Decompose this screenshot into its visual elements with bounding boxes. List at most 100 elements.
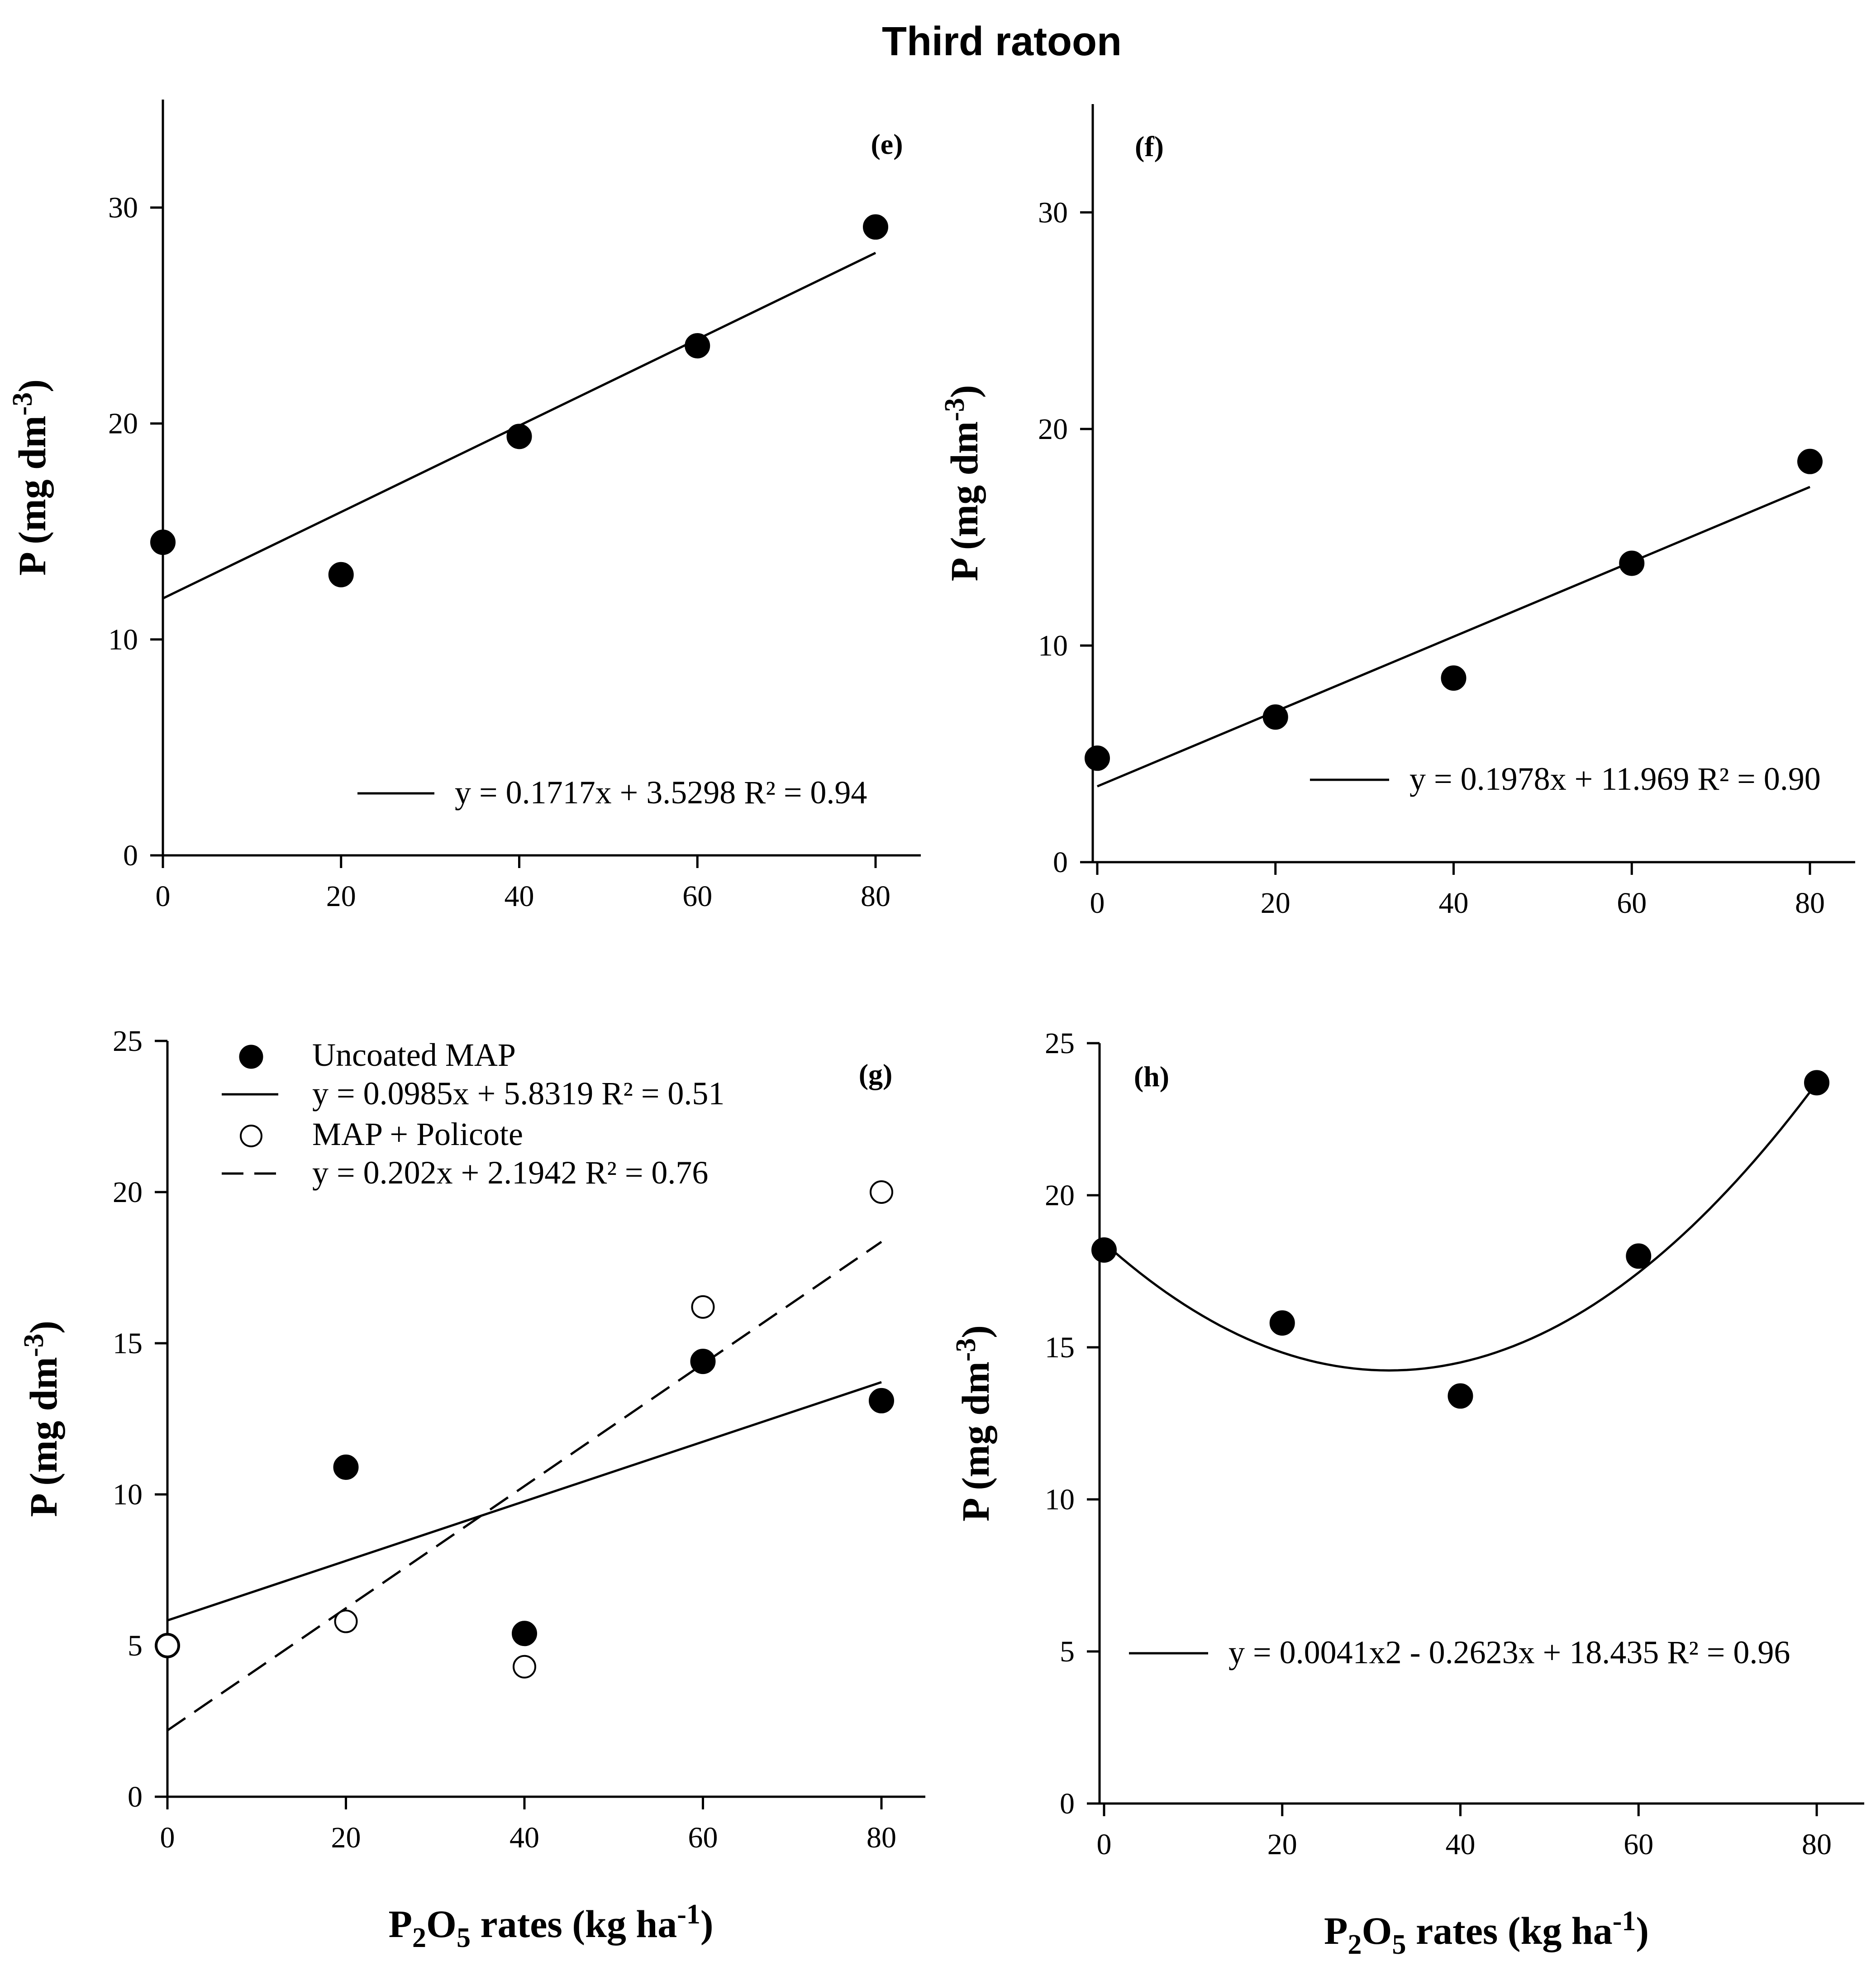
x-tick-label: 20 bbox=[331, 1821, 361, 1854]
x-axis-label-sub: 5 bbox=[457, 1923, 471, 1953]
filled-point-h bbox=[1804, 1070, 1829, 1096]
x-tick-label: 0 bbox=[160, 1821, 175, 1854]
x-tick-label: 40 bbox=[1439, 887, 1469, 920]
panel-e: 0 10 20 30 0 20 40 60 80 (e) P (mg dm-3) y = 0.1717… bbox=[7, 100, 921, 913]
filled-point-e bbox=[328, 562, 354, 587]
x-tick-label: 60 bbox=[1624, 1828, 1653, 1861]
y-tick-label: 0 bbox=[128, 1780, 143, 1813]
filled-point-f bbox=[1619, 550, 1645, 576]
x-tick-label: 40 bbox=[509, 1821, 539, 1854]
y-axis-label-sup: -3 bbox=[939, 398, 970, 421]
figure-title: Third ratoon bbox=[882, 19, 1122, 64]
filled-point-h bbox=[1626, 1243, 1652, 1269]
x-tick-label: 60 bbox=[688, 1821, 718, 1854]
y-tick-label: 5 bbox=[128, 1629, 143, 1662]
y-tick-label: 15 bbox=[1045, 1331, 1075, 1364]
x-tick-label: 80 bbox=[867, 1821, 896, 1854]
y-tick-label: 10 bbox=[1038, 629, 1068, 662]
legend-label-uncoated: Uncoated MAP bbox=[312, 1037, 516, 1073]
filled-point-h bbox=[1447, 1383, 1473, 1409]
filled-point-e bbox=[863, 214, 888, 240]
filled-point-g bbox=[512, 1621, 537, 1646]
filled-point-e bbox=[506, 424, 532, 449]
y-axis-label: P (mg dm-3) bbox=[19, 1321, 65, 1517]
panel-label: (g) bbox=[859, 1058, 893, 1090]
filled-point-g bbox=[869, 1388, 894, 1413]
filled-point-f bbox=[1262, 704, 1288, 730]
filled-point-f bbox=[1085, 745, 1110, 771]
x-tick-label: 80 bbox=[1795, 887, 1825, 920]
filled-point-h bbox=[1091, 1237, 1117, 1263]
x-axis-label: P2O5 rates (kg ha-1) bbox=[389, 1899, 714, 1953]
x-axis-label-sub: 2 bbox=[412, 1923, 426, 1953]
x-axis-label-part: O bbox=[426, 1902, 457, 1946]
y-tick-label: 30 bbox=[108, 191, 138, 224]
filled-point-g bbox=[333, 1454, 359, 1480]
y-tick-label: 20 bbox=[1045, 1179, 1075, 1212]
filled-point-e bbox=[685, 333, 710, 358]
legend-equation-f: y = 0.1978x + 11.969 R² = 0.90 bbox=[1409, 761, 1821, 797]
y-axis-label-close: ) bbox=[10, 379, 54, 392]
legend-equation-h: y = 0.0041x2 - 0.2623x + 18.435 R² = 0.9… bbox=[1228, 1634, 1790, 1670]
legend-marker-uncoated bbox=[239, 1045, 263, 1069]
legend-equation-policote: y = 0.202x + 2.1942 R² = 0.76 bbox=[312, 1155, 708, 1191]
legend-label-policote: MAP + Policote bbox=[312, 1116, 523, 1152]
open-point-g bbox=[870, 1180, 893, 1204]
x-axis-label-sup: -1 bbox=[677, 1899, 700, 1930]
x-axis-label-part: rates (kg ha bbox=[1406, 1909, 1612, 1952]
y-axis-label: P (mg dm-3) bbox=[7, 379, 54, 576]
open-point-g bbox=[156, 1634, 179, 1657]
y-axis-label: P (mg dm-3) bbox=[939, 385, 986, 582]
y-tick-label: 20 bbox=[113, 1176, 143, 1209]
y-axis-label-close: ) bbox=[22, 1321, 65, 1334]
y-tick-label: 10 bbox=[108, 623, 138, 656]
x-tick-label: 20 bbox=[1261, 887, 1290, 920]
x-tick-label: 0 bbox=[156, 880, 171, 913]
open-point-g bbox=[691, 1295, 715, 1319]
y-tick-label: 15 bbox=[113, 1327, 143, 1360]
x-tick-label: 20 bbox=[326, 880, 356, 913]
open-point-g bbox=[334, 1609, 358, 1633]
y-tick-label: 0 bbox=[1060, 1787, 1075, 1820]
x-axis-label: P2O5 rates (kg ha-1) bbox=[1324, 1906, 1649, 1960]
x-axis-label-sub: 5 bbox=[1392, 1929, 1406, 1960]
y-tick-label: 5 bbox=[1060, 1635, 1075, 1668]
y-tick-label: 30 bbox=[1038, 196, 1068, 229]
x-axis-label-sub: 2 bbox=[1348, 1929, 1362, 1960]
filled-point-e bbox=[150, 530, 176, 555]
filled-point-f bbox=[1797, 449, 1823, 474]
x-axis-label-close: ) bbox=[1636, 1909, 1649, 1952]
y-axis-label-text: P (mg dm bbox=[954, 1361, 997, 1522]
y-axis-label-close: ) bbox=[954, 1325, 997, 1338]
fit-line-f-0 bbox=[1097, 486, 1810, 787]
x-tick-label: 0 bbox=[1090, 887, 1105, 920]
x-tick-label: 60 bbox=[682, 880, 712, 913]
y-tick-label: 10 bbox=[1045, 1483, 1075, 1516]
panel-f: 0 10 20 30 0 20 40 60 80 (f) P (mg dm-3) y = 0.1978… bbox=[939, 104, 1855, 920]
open-point-g bbox=[513, 1655, 536, 1679]
y-axis-label: P (mg dm-3) bbox=[951, 1325, 997, 1522]
x-axis-label-part: P bbox=[389, 1902, 413, 1946]
y-axis-label-sup: -3 bbox=[19, 1334, 49, 1357]
y-tick-label: 0 bbox=[1053, 846, 1068, 879]
x-tick-label: 60 bbox=[1617, 887, 1647, 920]
x-axis-label-sup: -1 bbox=[1613, 1906, 1636, 1937]
panel-label: (e) bbox=[871, 128, 903, 160]
x-tick-label: 0 bbox=[1097, 1828, 1112, 1861]
y-axis-label-text: P (mg dm bbox=[22, 1357, 65, 1517]
fit-line-g-1 bbox=[167, 1241, 882, 1732]
legend-equation-uncoated: y = 0.0985x + 5.8319 R² = 0.51 bbox=[312, 1075, 724, 1112]
y-tick-label: 25 bbox=[113, 1025, 143, 1058]
x-tick-label: 40 bbox=[505, 880, 534, 913]
y-axis-label-close: ) bbox=[943, 385, 986, 398]
filled-point-h bbox=[1269, 1310, 1295, 1336]
y-tick-label: 10 bbox=[113, 1478, 143, 1511]
y-tick-label: 20 bbox=[1038, 413, 1068, 446]
y-tick-label: 0 bbox=[123, 839, 138, 872]
panel-label: (f) bbox=[1135, 130, 1164, 162]
y-axis-label-sup: -3 bbox=[7, 392, 38, 416]
x-tick-label: 80 bbox=[861, 880, 890, 913]
x-axis-label-close: ) bbox=[700, 1902, 714, 1946]
fit-line-g-0 bbox=[167, 1381, 882, 1622]
